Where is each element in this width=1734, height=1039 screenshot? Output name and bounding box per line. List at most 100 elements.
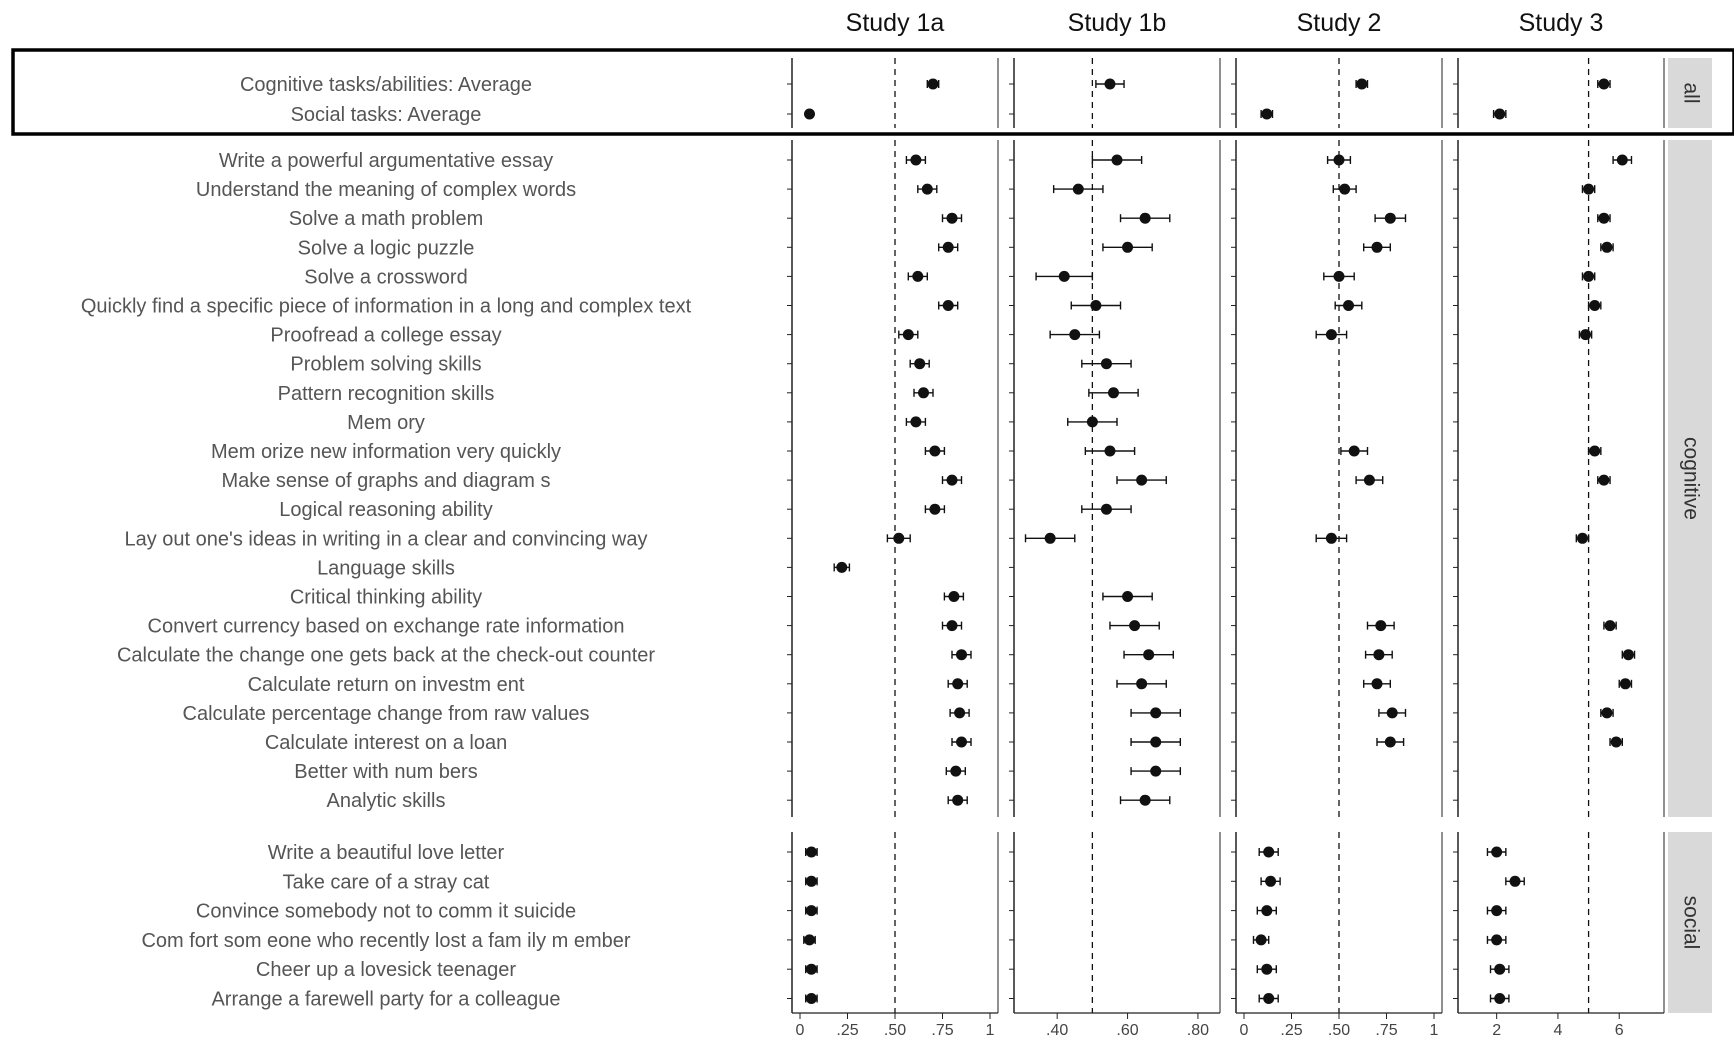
data-point <box>1333 154 1345 166</box>
data-point <box>805 875 817 887</box>
data-point <box>1598 474 1610 486</box>
data-point <box>836 561 848 573</box>
row-label: Critical thinking ability <box>290 587 482 609</box>
data-point <box>1150 736 1162 748</box>
facet-strips: all cognitive social <box>1668 58 1712 1013</box>
data-point <box>954 707 966 719</box>
data-point <box>1348 445 1360 457</box>
data-point <box>921 183 933 195</box>
data-point <box>1598 212 1610 224</box>
strip-bg-cognitive <box>1668 140 1712 817</box>
data-point <box>1494 993 1506 1004</box>
row-label: Write a powerful argumentative essay <box>219 150 553 172</box>
data-point <box>1261 108 1273 120</box>
study-title-1: Study 1a <box>846 9 945 37</box>
data-point <box>1136 474 1148 486</box>
row-label: Lay out one's ideas in writing in a clea… <box>124 528 647 550</box>
row-label: Solve a math problem <box>289 208 484 230</box>
data-point <box>942 241 954 253</box>
x-tick-label: 0 <box>796 1022 805 1039</box>
data-point <box>929 503 941 515</box>
data-point <box>1058 270 1070 282</box>
data-point <box>1129 620 1141 632</box>
data-point <box>1583 270 1595 282</box>
data-point <box>1111 154 1123 166</box>
data-point <box>952 678 964 690</box>
data-point <box>1139 794 1151 806</box>
strip-bg-all <box>1668 58 1712 128</box>
row-label: Cognitive tasks/abilities: Average <box>240 74 532 96</box>
data-point <box>1610 736 1622 748</box>
study-title-4: Study 3 <box>1519 9 1604 37</box>
data-point <box>1325 532 1337 544</box>
data-point <box>1583 183 1595 195</box>
data-point <box>914 358 926 370</box>
row-label: Arrange a farewell party for a colleague <box>211 989 560 1011</box>
data-point <box>805 993 817 1004</box>
study-title-2: Study 1b <box>1068 9 1167 37</box>
data-point <box>946 474 958 486</box>
data-point <box>1580 329 1592 341</box>
data-point <box>1589 445 1601 457</box>
x-tick-label: 1 <box>1430 1022 1439 1039</box>
data-point <box>1122 591 1134 602</box>
data-point <box>1100 503 1112 515</box>
x-tick-label: .50 <box>1328 1022 1350 1039</box>
row-label: Solve a crossword <box>304 266 467 288</box>
row-label: Solve a logic puzzle <box>298 237 475 259</box>
data-point <box>952 794 964 806</box>
data-point <box>1265 875 1277 887</box>
data-point <box>805 846 817 858</box>
x-axes: 0 .25 .50 .75 1 .40 .60 .80 0 .25 .50 .75 1 2 4 6 <box>792 1012 1664 1039</box>
data-point <box>1491 934 1503 946</box>
data-point <box>1143 649 1155 661</box>
data-point <box>1384 736 1396 748</box>
study-titles: Study 1a Study 1b Study 2 Study 3 <box>846 9 1604 37</box>
data-point <box>804 108 815 120</box>
row-label: Language skills <box>317 557 455 579</box>
data-point <box>1069 329 1081 341</box>
study-title-3: Study 2 <box>1297 9 1382 37</box>
data-point <box>1261 905 1273 917</box>
data-point <box>1576 532 1588 544</box>
data-point <box>1343 300 1354 311</box>
x-tick-label: 1 <box>986 1022 995 1039</box>
data-point <box>1150 707 1162 719</box>
data-point <box>1386 707 1398 719</box>
data-point <box>1090 300 1102 311</box>
data-point <box>1616 154 1628 166</box>
data-point <box>1263 993 1275 1004</box>
row-label: Calculate the change one gets back at th… <box>117 645 655 667</box>
data-point <box>1044 532 1056 544</box>
data-point <box>1509 875 1521 887</box>
data-point <box>902 329 914 341</box>
strip-bg-social <box>1668 832 1712 1013</box>
row-label: Convert currency based on exchange rate … <box>148 616 625 638</box>
data-point <box>1363 474 1375 486</box>
data-point <box>1107 387 1119 399</box>
x-tick-label: 4 <box>1553 1022 1562 1039</box>
row-label: Calculate percentage change from raw val… <box>183 703 590 725</box>
data-point <box>893 532 905 544</box>
data-point <box>1339 183 1351 195</box>
data-point <box>805 905 817 917</box>
data-point <box>1255 934 1267 946</box>
data-point <box>1136 678 1148 690</box>
data-point <box>1491 905 1503 917</box>
data-point <box>1086 416 1098 428</box>
data-point <box>1139 212 1151 224</box>
data-point <box>1373 649 1385 661</box>
x-tick-label: .25 <box>1280 1022 1302 1039</box>
data-marks <box>803 78 1636 1004</box>
all-group-highlight-box <box>11 48 1734 136</box>
row-label: Take care of a stray cat <box>283 871 490 893</box>
data-point <box>1325 329 1337 341</box>
x-tick-label: 6 <box>1615 1022 1624 1039</box>
data-point <box>948 591 960 602</box>
data-point <box>805 963 817 975</box>
x-tick-label: 0 <box>1240 1022 1249 1039</box>
data-point <box>1104 78 1116 90</box>
row-label: Calculate interest on a loan <box>265 732 507 754</box>
row-label: Better with num bers <box>294 761 477 783</box>
data-point <box>1356 78 1368 90</box>
